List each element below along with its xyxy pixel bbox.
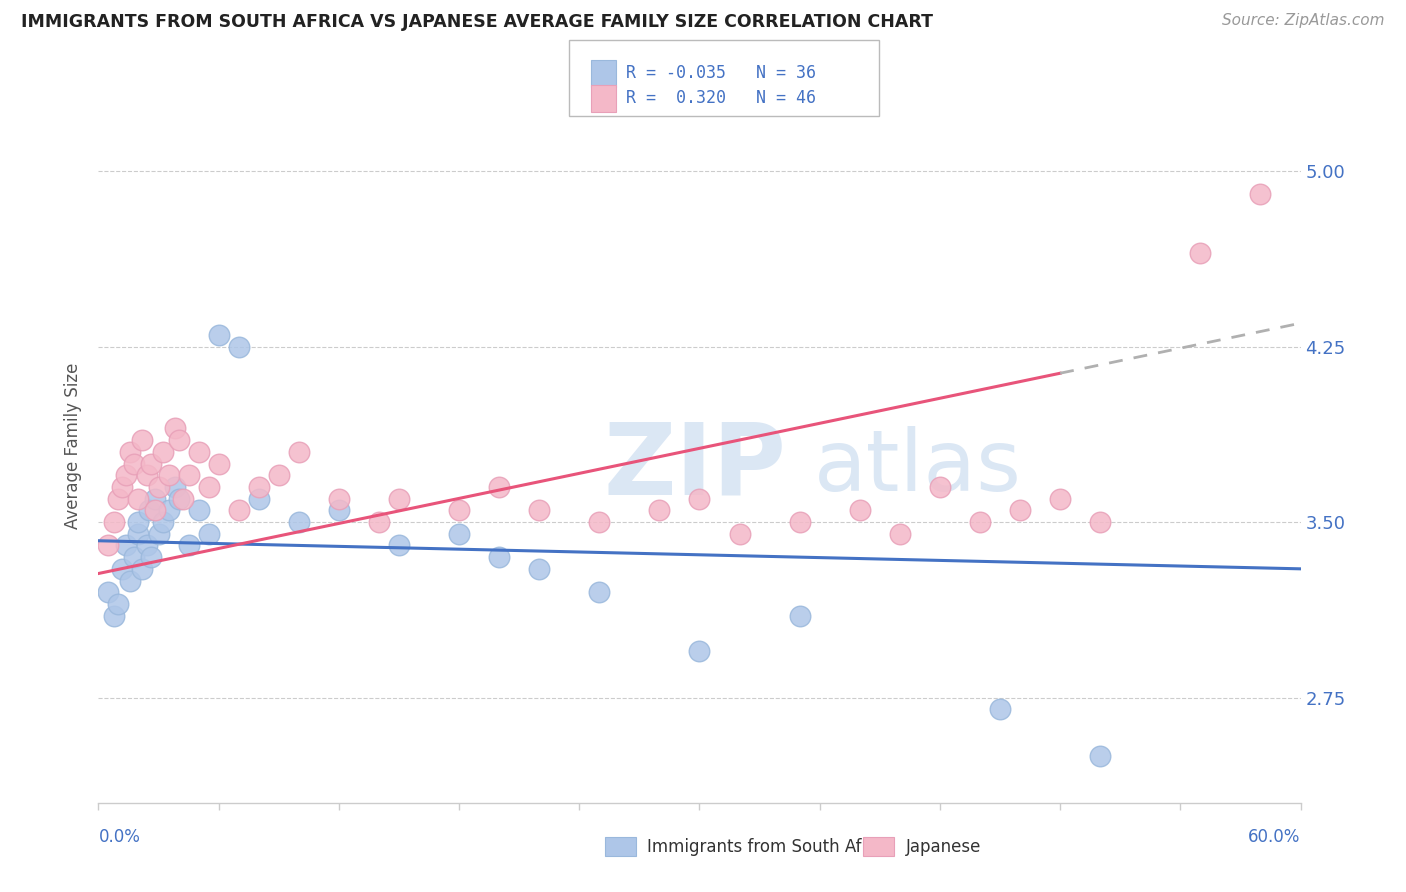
Point <box>1088 749 1111 764</box>
Text: Immigrants from South Africa: Immigrants from South Africa <box>647 838 891 855</box>
Point <box>124 457 146 471</box>
Point <box>97 538 120 552</box>
Point <box>111 562 134 576</box>
Point <box>208 457 231 471</box>
Point <box>267 468 290 483</box>
Point <box>388 538 411 552</box>
Point <box>128 515 150 529</box>
Point <box>208 327 231 342</box>
Point <box>728 526 751 541</box>
Point <box>889 526 911 541</box>
Point <box>689 644 711 658</box>
Point <box>447 526 470 541</box>
Point <box>148 480 170 494</box>
Point <box>177 538 200 552</box>
Point <box>1189 246 1212 260</box>
Point <box>187 503 209 517</box>
Point <box>120 574 142 588</box>
Text: 0.0%: 0.0% <box>98 828 141 846</box>
Point <box>152 445 174 459</box>
Point <box>488 550 510 565</box>
Point <box>789 608 811 623</box>
Point <box>111 480 134 494</box>
Text: ZIP: ZIP <box>603 419 786 516</box>
Point <box>163 480 186 494</box>
Point <box>849 503 872 517</box>
Point <box>247 480 270 494</box>
Point <box>969 515 991 529</box>
Text: R =  0.320   N = 46: R = 0.320 N = 46 <box>626 89 815 107</box>
Point <box>124 550 146 565</box>
Point <box>228 340 250 354</box>
Point <box>177 468 200 483</box>
Point <box>131 433 153 447</box>
Point <box>529 503 551 517</box>
Point <box>157 468 180 483</box>
Point <box>1010 503 1032 517</box>
Point <box>197 480 219 494</box>
Point <box>107 491 129 506</box>
Point <box>368 515 391 529</box>
Point <box>157 503 180 517</box>
Point <box>648 503 671 517</box>
Text: atlas: atlas <box>814 425 1022 509</box>
Y-axis label: Average Family Size: Average Family Size <box>65 363 83 529</box>
Point <box>135 468 157 483</box>
Point <box>152 515 174 529</box>
Point <box>143 503 166 517</box>
Point <box>148 526 170 541</box>
Point <box>288 445 311 459</box>
Point <box>588 585 610 599</box>
Point <box>197 526 219 541</box>
Point <box>447 503 470 517</box>
Point <box>103 608 125 623</box>
Text: 60.0%: 60.0% <box>1249 828 1301 846</box>
Point <box>103 515 125 529</box>
Point <box>789 515 811 529</box>
Point <box>588 515 610 529</box>
Point <box>529 562 551 576</box>
Point <box>388 491 411 506</box>
Point <box>187 445 209 459</box>
Point <box>115 468 138 483</box>
Point <box>163 421 186 435</box>
Text: IMMIGRANTS FROM SOUTH AFRICA VS JAPANESE AVERAGE FAMILY SIZE CORRELATION CHART: IMMIGRANTS FROM SOUTH AFRICA VS JAPANESE… <box>21 13 934 31</box>
Point <box>128 526 150 541</box>
Point <box>97 585 120 599</box>
Point <box>139 550 162 565</box>
Point <box>135 538 157 552</box>
Point <box>167 491 190 506</box>
Point <box>1088 515 1111 529</box>
Point <box>1250 187 1272 202</box>
Point <box>228 503 250 517</box>
Point <box>120 445 142 459</box>
Point <box>138 503 160 517</box>
Point <box>143 491 166 506</box>
Text: Japanese: Japanese <box>905 838 981 855</box>
Point <box>929 480 952 494</box>
Point <box>689 491 711 506</box>
Point <box>128 491 150 506</box>
Point <box>131 562 153 576</box>
Point <box>167 433 190 447</box>
Point <box>1049 491 1071 506</box>
Point <box>247 491 270 506</box>
Point <box>328 503 350 517</box>
Point <box>172 491 194 506</box>
Point <box>139 457 162 471</box>
Point <box>288 515 311 529</box>
Text: Source: ZipAtlas.com: Source: ZipAtlas.com <box>1222 13 1385 29</box>
Point <box>328 491 350 506</box>
Point <box>115 538 138 552</box>
Point <box>107 597 129 611</box>
Point <box>988 702 1011 716</box>
Point <box>488 480 510 494</box>
Text: R = -0.035   N = 36: R = -0.035 N = 36 <box>626 64 815 82</box>
